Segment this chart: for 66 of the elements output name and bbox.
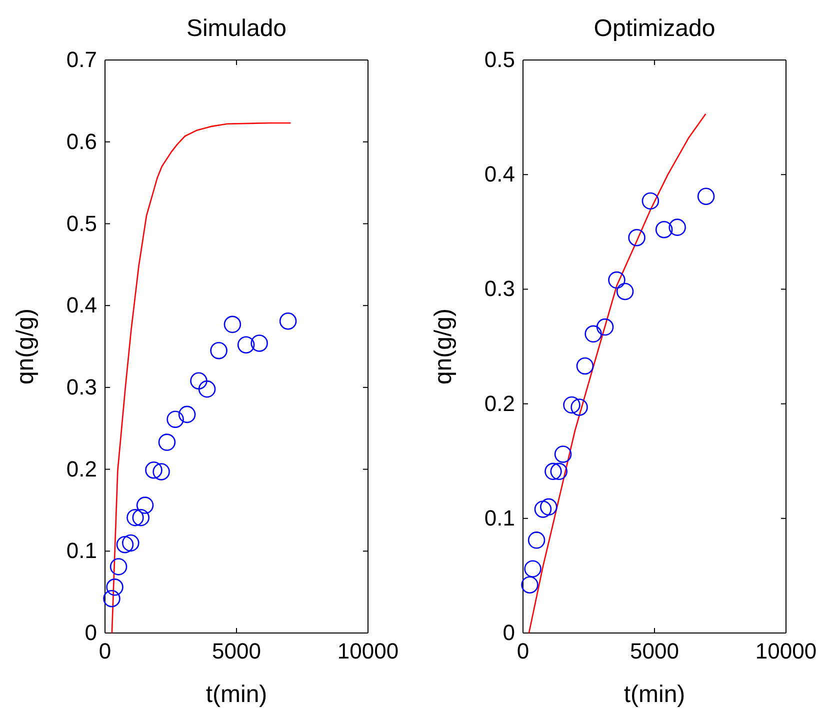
chart-title: Optimizado bbox=[594, 15, 716, 42]
x-tick-label: 5000 bbox=[630, 638, 679, 664]
point bbox=[110, 558, 128, 576]
line-series bbox=[528, 113, 706, 634]
point bbox=[198, 380, 216, 398]
point bbox=[584, 325, 602, 343]
point bbox=[576, 357, 594, 375]
point bbox=[668, 218, 686, 236]
point bbox=[697, 188, 715, 205]
x-axis-title: t(min) bbox=[624, 681, 686, 708]
point bbox=[145, 461, 162, 479]
x-tick-label: 10000 bbox=[337, 638, 399, 664]
x-tick-label: 5000 bbox=[212, 638, 261, 664]
y-tick-label: 0.2 bbox=[484, 390, 515, 416]
point bbox=[224, 316, 242, 334]
point bbox=[126, 508, 144, 526]
point bbox=[550, 462, 568, 480]
y-tick-label: 0 bbox=[84, 620, 97, 646]
point bbox=[136, 496, 154, 514]
point bbox=[521, 576, 538, 594]
point bbox=[122, 534, 140, 552]
y-tick-label: 0.3 bbox=[66, 374, 97, 400]
y-tick-label: 0.7 bbox=[66, 47, 97, 72]
point bbox=[608, 271, 626, 289]
point bbox=[534, 500, 552, 518]
y-axis-title: qn(g/g) bbox=[430, 308, 457, 385]
point bbox=[279, 312, 297, 330]
point bbox=[642, 192, 660, 210]
y-tick-label: 0.3 bbox=[484, 276, 515, 302]
line-series bbox=[111, 122, 292, 634]
point bbox=[540, 498, 558, 516]
point bbox=[250, 334, 268, 352]
point bbox=[616, 282, 634, 300]
point bbox=[178, 406, 196, 424]
x-tick-label: 10000 bbox=[755, 638, 817, 664]
point bbox=[152, 463, 170, 480]
chart-title: Simulado bbox=[186, 15, 287, 42]
point bbox=[628, 229, 646, 246]
point bbox=[210, 342, 228, 360]
point bbox=[132, 508, 150, 526]
y-tick-label: 0.6 bbox=[66, 128, 97, 154]
y-tick-label: 0.5 bbox=[66, 210, 97, 236]
y-tick-label: 0.2 bbox=[66, 456, 97, 482]
y-tick-label: 0.1 bbox=[484, 505, 515, 530]
point bbox=[563, 396, 580, 414]
point bbox=[158, 434, 176, 451]
point bbox=[166, 410, 184, 428]
point bbox=[190, 372, 208, 390]
point bbox=[528, 532, 546, 549]
y-tick-label: 0.1 bbox=[66, 538, 97, 564]
y-tick-label: 0 bbox=[502, 620, 515, 646]
x-axis-title: t(min) bbox=[206, 681, 268, 708]
y-axis-title: qn(g/g) bbox=[12, 308, 39, 385]
point bbox=[544, 462, 562, 480]
point bbox=[116, 536, 134, 554]
point bbox=[596, 318, 614, 336]
y-tick-label: 0.5 bbox=[484, 47, 515, 72]
point bbox=[554, 446, 572, 463]
point bbox=[237, 336, 255, 354]
point bbox=[103, 590, 120, 608]
point bbox=[570, 398, 588, 416]
point bbox=[524, 560, 542, 578]
point bbox=[106, 578, 124, 596]
y-tick-label: 0.4 bbox=[66, 292, 97, 318]
y-tick-label: 0.4 bbox=[484, 162, 515, 187]
point bbox=[655, 220, 673, 238]
